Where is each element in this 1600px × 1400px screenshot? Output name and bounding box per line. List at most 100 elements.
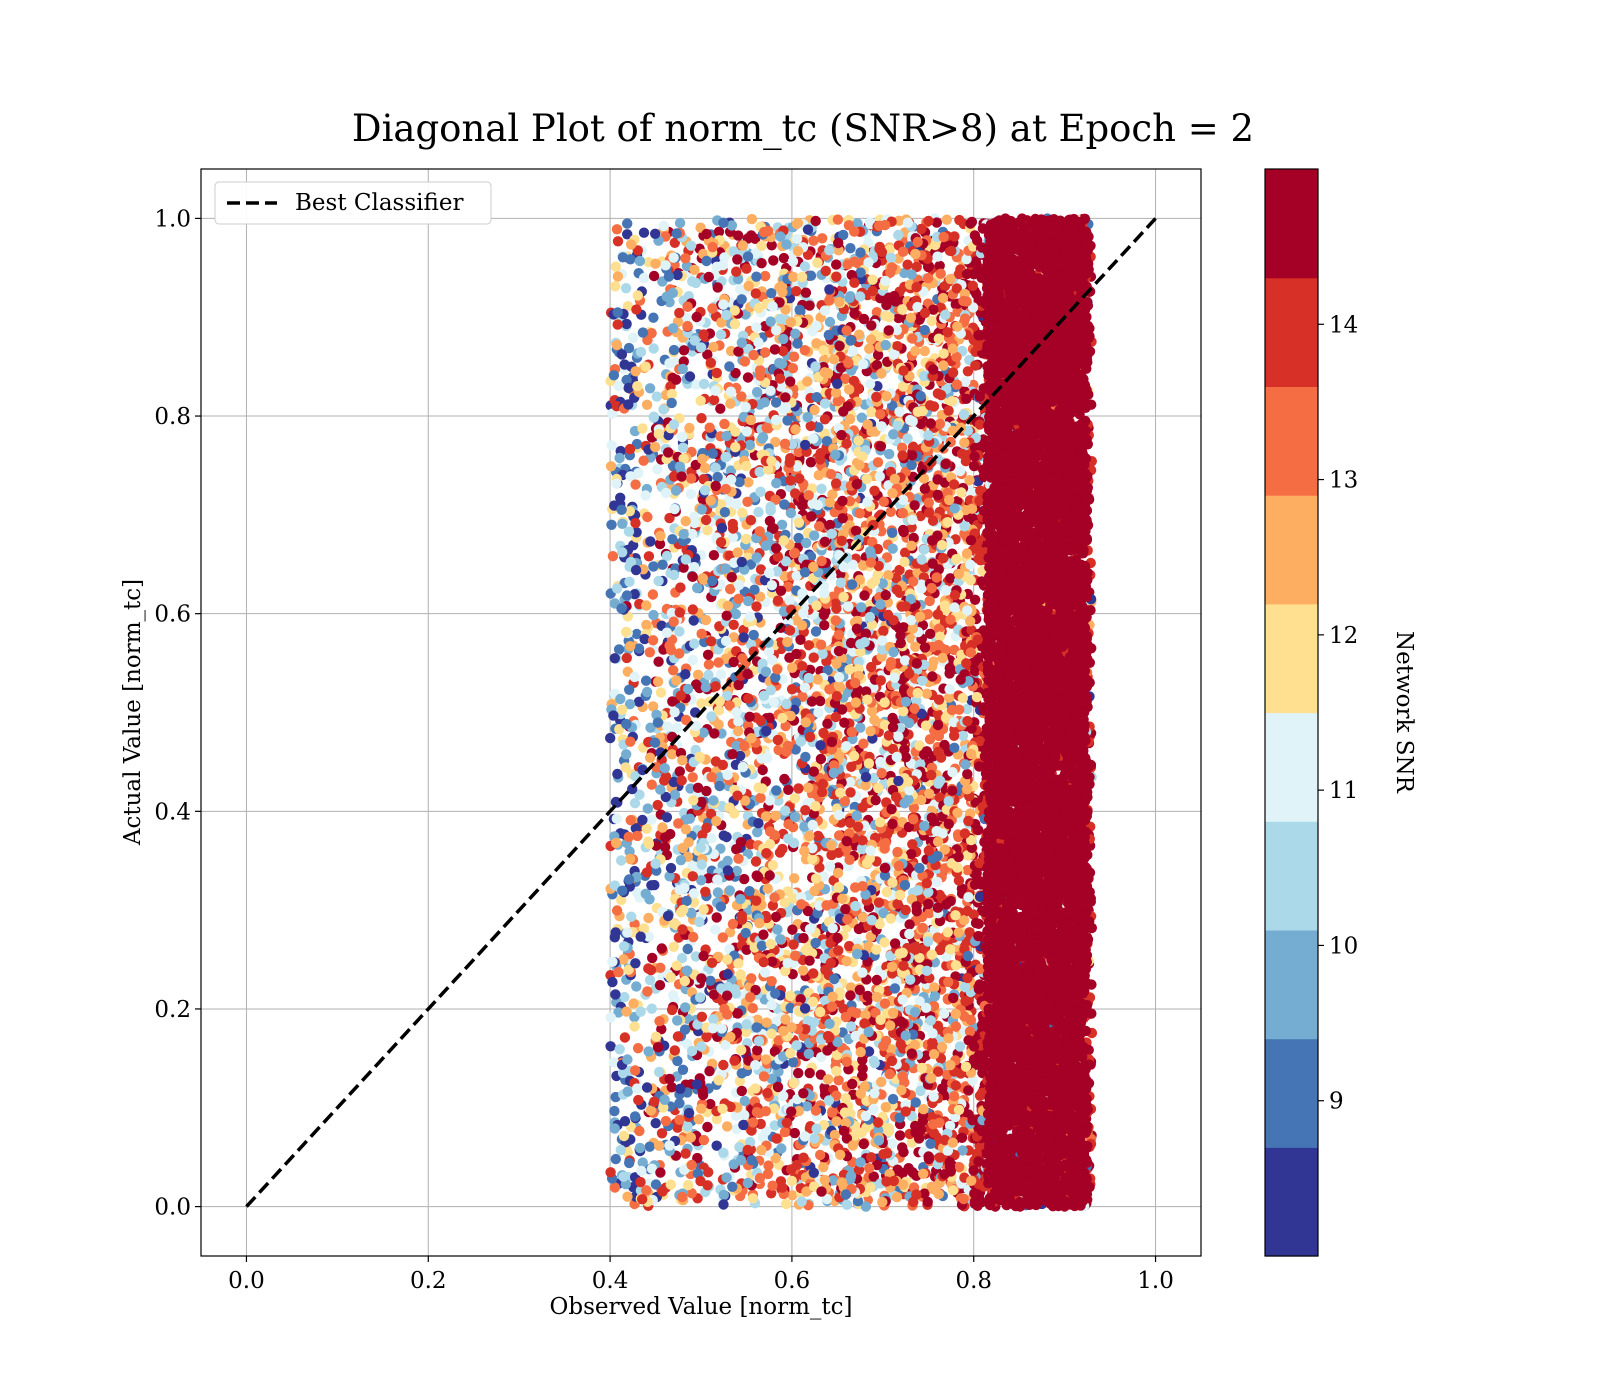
scatter-point [841, 956, 852, 967]
scatter-point [638, 272, 650, 284]
scatter-point [713, 226, 725, 237]
scatter-point [609, 1182, 621, 1193]
scatter-point [755, 486, 766, 497]
scatter-point [631, 304, 642, 315]
scatter-point [887, 1138, 898, 1149]
scatter-point [916, 223, 927, 235]
scatter-point [620, 283, 632, 294]
scatter-point [926, 315, 937, 327]
scatter-point [963, 892, 974, 903]
scatter-point [672, 1055, 683, 1067]
scatter-point [768, 697, 780, 708]
scatter-point [898, 526, 909, 538]
scatter-point [610, 261, 621, 272]
scatter-point [750, 856, 762, 867]
scatter-point [633, 643, 645, 654]
scatter-point [824, 861, 836, 872]
scatter-point [809, 530, 820, 541]
scatter-point [648, 609, 659, 621]
scatter-point [758, 929, 769, 940]
scatter-point [710, 924, 721, 935]
scatter-point [894, 1130, 906, 1141]
scatter-point [643, 1046, 654, 1057]
scatter-point [819, 398, 831, 409]
scatter-point [940, 458, 951, 470]
scatter-point [619, 359, 630, 370]
scatter-point [782, 636, 793, 648]
scatter-point [674, 307, 685, 319]
scatter-point [611, 905, 623, 916]
scatter-point [698, 378, 710, 390]
scatter-point [670, 485, 682, 496]
scatter-point [876, 1076, 887, 1088]
scatter-point [822, 718, 833, 729]
scatter-point [605, 732, 616, 744]
scatter-point [793, 1067, 804, 1079]
scatter-point [627, 332, 639, 343]
scatter-point [706, 833, 717, 844]
scatter-point [616, 894, 627, 906]
scatter-point [806, 696, 818, 707]
scatter-point [715, 403, 726, 414]
scatter-point [647, 952, 658, 964]
scatter-point [674, 217, 686, 229]
scatter-point [716, 728, 727, 739]
scatter-point [629, 798, 641, 809]
scatter-point [902, 259, 913, 270]
scatter-point [819, 414, 831, 425]
scatter-point [938, 348, 949, 359]
scatter-point [711, 912, 722, 923]
scatter-point [685, 488, 697, 500]
scatter-point [733, 230, 744, 241]
scatter-point [621, 318, 632, 330]
scatter-point [687, 604, 698, 615]
scatter-point [645, 536, 656, 547]
chart-title: Diagonal Plot of norm_tc (SNR>8) at Epoc… [352, 107, 1254, 151]
scatter-point [767, 900, 779, 911]
scatter-point [796, 1196, 807, 1207]
scatter-point [962, 703, 973, 715]
scatter-point [878, 496, 889, 507]
scatter-point [683, 1179, 694, 1191]
scatter-point [615, 693, 626, 705]
scatter-point [940, 585, 951, 596]
scatter-point [685, 240, 697, 251]
scatter-point [869, 1088, 880, 1099]
scatter-point [638, 455, 649, 466]
scatter-point [619, 991, 630, 1003]
scatter-point [638, 227, 650, 238]
scatter-point [742, 496, 753, 507]
scatter-point [677, 442, 689, 453]
scatter-point [644, 383, 656, 394]
scatter-point [887, 543, 898, 554]
scatter-point [817, 233, 828, 244]
scatter-point [924, 595, 935, 607]
scatter-point [677, 1064, 689, 1076]
scatter-point [610, 1153, 621, 1165]
scatter-point [722, 954, 733, 965]
scatter-point [858, 738, 869, 749]
scatter-point [621, 749, 632, 760]
scatter-point [742, 372, 754, 383]
scatter-point [733, 679, 744, 691]
scatter-point [609, 1123, 620, 1134]
scatter-point [643, 551, 655, 562]
scatter-point [778, 252, 790, 264]
scatter-point [703, 659, 715, 670]
scatter-point [833, 945, 844, 956]
scatter-points [605, 213, 1098, 1212]
scatter-point [781, 1198, 792, 1210]
scatter-point [618, 954, 629, 965]
scatter-point [735, 969, 746, 980]
scatter-point [666, 749, 678, 760]
scatter-point [705, 975, 716, 986]
scatter-point [819, 620, 830, 631]
scatter-point [919, 345, 930, 357]
scatter-point [845, 243, 856, 254]
scatter-point [949, 742, 960, 753]
scatter-point [730, 426, 741, 437]
scatter-point [692, 669, 704, 680]
scatter-point [790, 328, 801, 339]
scatter-point [634, 1125, 645, 1137]
